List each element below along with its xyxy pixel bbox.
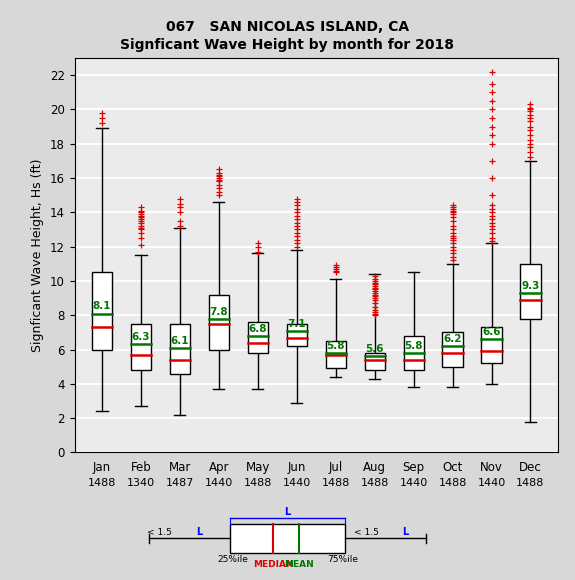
Text: L: L	[285, 506, 290, 517]
Bar	[131, 324, 151, 370]
Bar	[404, 336, 424, 370]
Text: 9.3: 9.3	[522, 281, 540, 291]
Text: 1488: 1488	[516, 478, 545, 488]
Text: < 1.5: < 1.5	[354, 528, 381, 537]
Bar	[481, 327, 501, 363]
Text: 8.1: 8.1	[93, 302, 112, 311]
Bar	[248, 322, 268, 353]
Text: Sep: Sep	[402, 461, 425, 474]
Text: 5.8: 5.8	[404, 341, 423, 351]
Bar	[287, 324, 307, 346]
Text: Nov: Nov	[480, 461, 503, 474]
Text: 5.6: 5.6	[366, 345, 384, 354]
Bar	[209, 295, 229, 350]
Text: Dec: Dec	[519, 461, 542, 474]
Text: Oct: Oct	[442, 461, 463, 474]
Text: Feb: Feb	[131, 461, 151, 474]
Text: 6.3: 6.3	[132, 332, 150, 342]
Text: 7.1: 7.1	[288, 318, 306, 329]
Text: Aug: Aug	[363, 461, 386, 474]
Text: MEAN: MEAN	[284, 560, 313, 569]
Bar	[325, 341, 346, 368]
Bar	[365, 353, 385, 370]
Text: 6.2: 6.2	[443, 334, 462, 344]
Text: 1488: 1488	[361, 478, 389, 488]
Text: 7.8: 7.8	[209, 307, 228, 317]
Text: Signficant Wave Height by month for 2018: Signficant Wave Height by month for 2018	[121, 38, 454, 52]
Text: 1440: 1440	[400, 478, 428, 488]
Text: 5.8: 5.8	[327, 341, 345, 351]
Text: Jan: Jan	[93, 461, 111, 474]
Bar	[520, 264, 540, 318]
Text: 25%ile: 25%ile	[217, 555, 248, 564]
Text: 067   SAN NICOLAS ISLAND, CA: 067 SAN NICOLAS ISLAND, CA	[166, 20, 409, 34]
Text: 1440: 1440	[205, 478, 233, 488]
Text: 1488: 1488	[244, 478, 272, 488]
Bar	[442, 332, 463, 367]
Text: 1440: 1440	[477, 478, 505, 488]
Text: Jul: Jul	[328, 461, 343, 474]
Text: < 1.5: < 1.5	[147, 528, 175, 537]
Text: Apr: Apr	[209, 461, 229, 474]
Text: 75%ile: 75%ile	[327, 555, 358, 564]
Text: 6.6: 6.6	[482, 327, 501, 337]
Text: 1340: 1340	[127, 478, 155, 488]
Text: 1488: 1488	[438, 478, 467, 488]
Bar	[92, 273, 112, 350]
Text: 6.8: 6.8	[248, 324, 267, 334]
Y-axis label: Signficant Wave Height, Hs (ft): Signficant Wave Height, Hs (ft)	[32, 158, 44, 352]
Text: 1440: 1440	[283, 478, 311, 488]
Bar	[229, 524, 346, 553]
Text: 1487: 1487	[166, 478, 194, 488]
Bar	[170, 324, 190, 374]
Text: 1488: 1488	[321, 478, 350, 488]
Text: Mar: Mar	[168, 461, 191, 474]
Text: May: May	[246, 461, 270, 474]
Text: L: L	[196, 527, 202, 537]
Text: 6.1: 6.1	[171, 336, 189, 346]
Text: 1488: 1488	[88, 478, 116, 488]
Text: MEDIAN: MEDIAN	[252, 560, 293, 569]
Text: Jun: Jun	[288, 461, 306, 474]
Text: L: L	[402, 527, 408, 537]
